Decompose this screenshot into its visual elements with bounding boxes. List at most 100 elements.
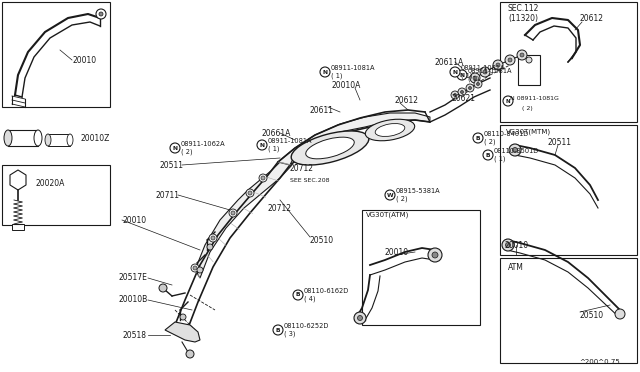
Text: 20010B: 20010B <box>118 295 147 305</box>
Circle shape <box>496 63 500 67</box>
Circle shape <box>458 88 466 96</box>
Text: 20612: 20612 <box>395 96 419 105</box>
Text: (11320): (11320) <box>508 13 538 22</box>
Circle shape <box>211 236 215 240</box>
Circle shape <box>466 84 474 92</box>
Text: SEC.112: SEC.112 <box>508 3 540 13</box>
Circle shape <box>207 244 213 250</box>
Text: 20712: 20712 <box>290 164 314 173</box>
Circle shape <box>509 144 521 156</box>
Circle shape <box>457 70 467 80</box>
Circle shape <box>229 209 237 217</box>
Polygon shape <box>10 170 26 190</box>
Text: 08911-1081A
( 1): 08911-1081A ( 1) <box>331 65 376 79</box>
Text: B: B <box>476 135 480 141</box>
Circle shape <box>454 93 456 96</box>
Text: N: N <box>323 70 328 74</box>
Text: 20510: 20510 <box>310 235 334 244</box>
Text: 08915-5381A
( 2): 08915-5381A ( 2) <box>396 188 440 202</box>
Circle shape <box>513 148 518 153</box>
Bar <box>500 125 637 255</box>
Circle shape <box>96 9 106 19</box>
Ellipse shape <box>34 130 42 146</box>
Circle shape <box>428 248 442 262</box>
Circle shape <box>615 309 625 319</box>
Circle shape <box>246 189 254 197</box>
Text: ^200^0.75: ^200^0.75 <box>579 359 620 365</box>
Text: 08110-6162D
( 4): 08110-6162D ( 4) <box>304 288 349 302</box>
Text: 20711: 20711 <box>155 190 179 199</box>
Text: VG30T(ATM): VG30T(ATM) <box>366 212 410 218</box>
Text: 08110-8501D
( 1): 08110-8501D ( 1) <box>494 148 540 162</box>
Circle shape <box>477 83 479 86</box>
Ellipse shape <box>67 134 73 146</box>
Circle shape <box>191 264 199 272</box>
Text: 20518: 20518 <box>122 330 146 340</box>
Text: 20010: 20010 <box>505 241 529 250</box>
Ellipse shape <box>306 137 355 159</box>
Circle shape <box>261 176 265 180</box>
Circle shape <box>197 267 203 273</box>
Text: N 08911-1081G: N 08911-1081G <box>510 96 559 100</box>
Text: ATM: ATM <box>508 263 524 273</box>
Circle shape <box>231 211 235 215</box>
Circle shape <box>170 143 180 153</box>
Circle shape <box>450 67 460 77</box>
Bar <box>8 130 38 146</box>
Text: B: B <box>486 153 490 157</box>
Bar <box>2 165 110 225</box>
Circle shape <box>502 239 514 251</box>
Text: VG30T(MTM): VG30T(MTM) <box>506 129 551 135</box>
Circle shape <box>186 350 194 358</box>
Text: 20010A: 20010A <box>332 80 362 90</box>
Circle shape <box>506 243 511 247</box>
Bar <box>500 2 637 122</box>
Text: 08110-6252D
( 3): 08110-6252D ( 3) <box>284 323 330 337</box>
Bar <box>500 258 637 363</box>
Circle shape <box>517 50 527 60</box>
Circle shape <box>526 57 532 63</box>
Circle shape <box>483 70 487 74</box>
Circle shape <box>508 58 512 62</box>
Circle shape <box>180 314 186 320</box>
Circle shape <box>293 290 303 300</box>
Circle shape <box>248 191 252 195</box>
Circle shape <box>354 312 366 324</box>
Circle shape <box>473 133 483 143</box>
Text: 20020A: 20020A <box>35 179 65 187</box>
Circle shape <box>461 90 463 93</box>
Text: N: N <box>452 70 458 74</box>
Text: N: N <box>259 142 264 148</box>
Text: N: N <box>460 73 465 77</box>
Ellipse shape <box>365 119 415 141</box>
Circle shape <box>159 284 167 292</box>
Text: 20661A: 20661A <box>262 128 291 138</box>
Circle shape <box>193 266 197 270</box>
Circle shape <box>358 315 362 321</box>
Circle shape <box>473 76 477 80</box>
Text: N: N <box>506 99 510 103</box>
Text: 20010: 20010 <box>72 55 96 64</box>
Text: 20621: 20621 <box>452 93 476 103</box>
Text: B: B <box>276 327 280 333</box>
Circle shape <box>209 234 217 242</box>
Circle shape <box>505 55 515 65</box>
Circle shape <box>468 87 472 90</box>
Circle shape <box>385 190 395 200</box>
Text: 20510: 20510 <box>580 311 604 320</box>
Text: N: N <box>173 145 177 151</box>
Circle shape <box>470 73 480 83</box>
Polygon shape <box>165 322 200 342</box>
Ellipse shape <box>45 134 51 146</box>
Bar <box>2 2 110 107</box>
Polygon shape <box>278 113 430 165</box>
Ellipse shape <box>375 124 405 137</box>
Circle shape <box>320 67 330 77</box>
Bar <box>12 224 24 230</box>
Text: 20712: 20712 <box>268 203 292 212</box>
Text: 08911-1081A
( 1): 08911-1081A ( 1) <box>468 68 513 82</box>
Circle shape <box>273 325 283 335</box>
Circle shape <box>483 150 493 160</box>
Circle shape <box>432 252 438 258</box>
Circle shape <box>451 91 459 99</box>
